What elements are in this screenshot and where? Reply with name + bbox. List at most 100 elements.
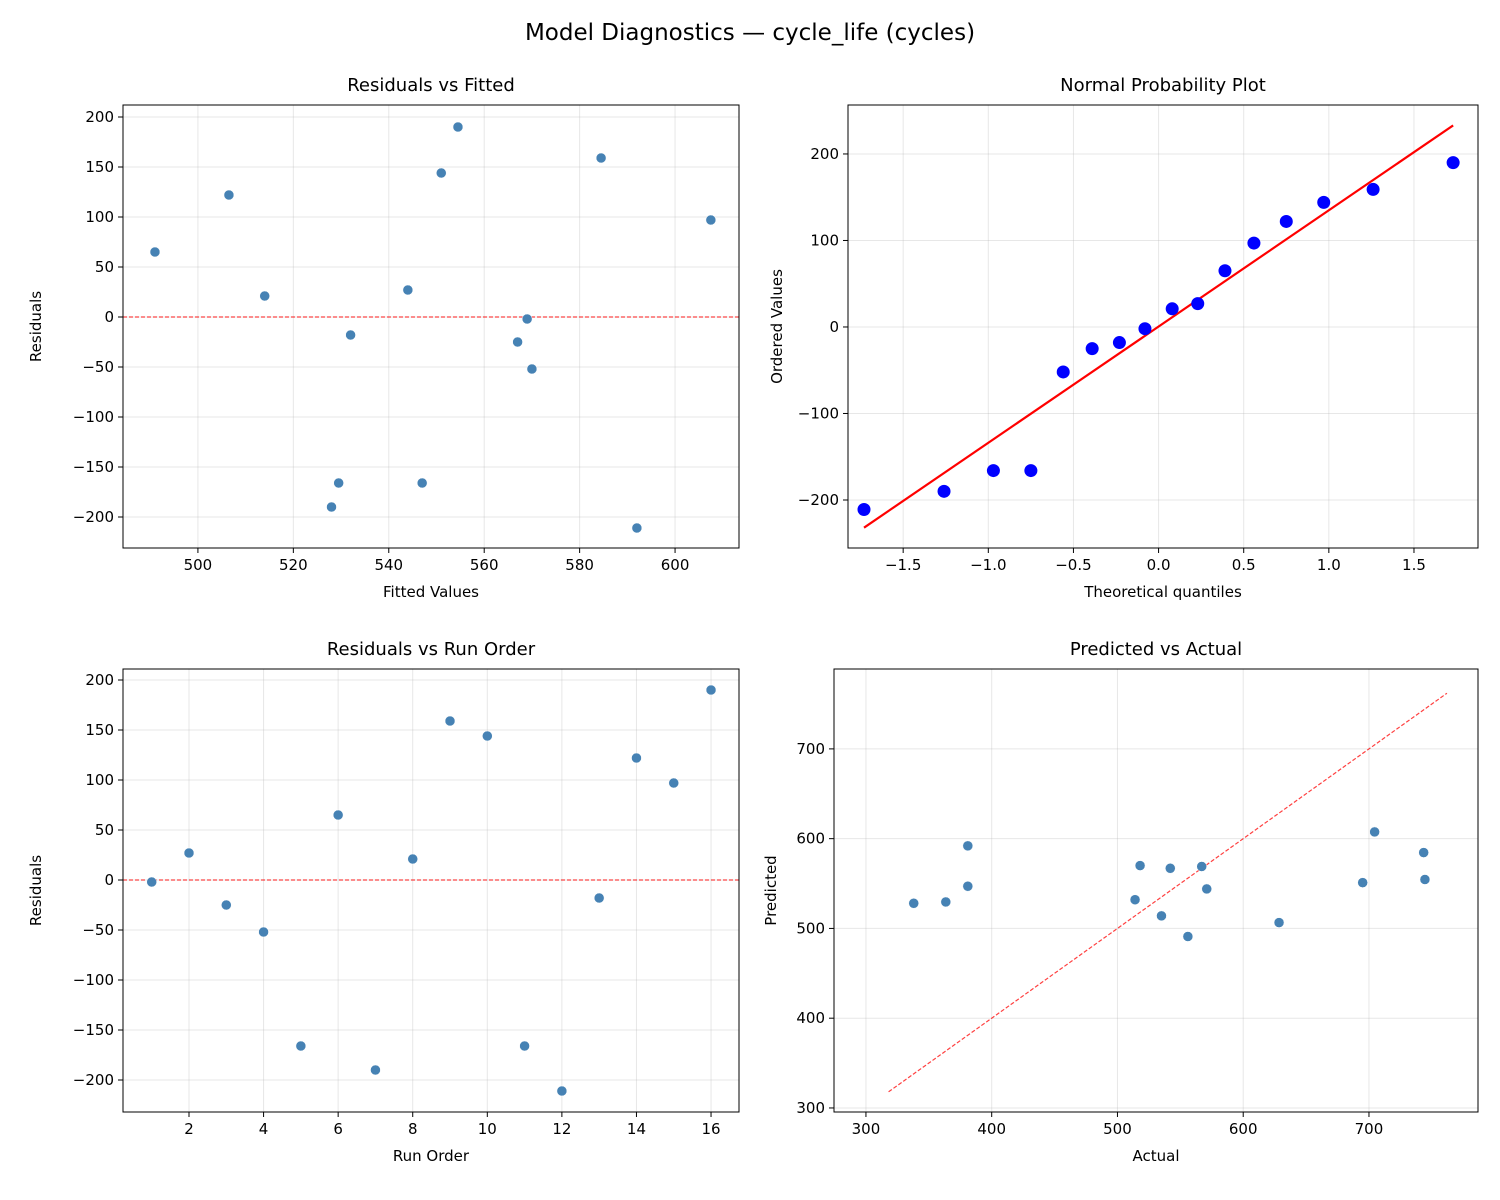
data-point [593,892,605,904]
data-point [1129,894,1141,905]
y-tick-label: 0 [104,308,114,326]
y-tick-label: 200 [85,108,114,126]
y-tick-label: −50 [82,921,114,939]
data-point [556,1085,568,1097]
x-axis-label: Fitted Values [383,583,479,601]
y-tick-label: 150 [85,721,114,739]
data-point [436,167,447,179]
y-tick-label: 200 [85,671,114,689]
y-tick-label: −150 [73,1021,114,1039]
axes-frame [122,668,740,1113]
axes-frame [833,668,1479,1113]
data-point [1182,931,1194,942]
data-point [1134,860,1146,871]
data-point [1218,264,1232,278]
y-tick-label: −50 [82,358,114,376]
data-point [1165,302,1179,316]
x-axis-label: Theoretical quantiles [1083,583,1242,601]
data-point [519,1040,530,1052]
y-tick-label: 600 [796,830,825,848]
fit-line [863,124,1454,529]
x-tick-label: 6 [333,1120,343,1138]
x-tick-label: −1.0 [970,556,1006,574]
data-point [1196,861,1207,872]
subplot-title: Residuals vs Run Order [327,639,536,660]
x-tick-label: 400 [977,1120,1006,1138]
data-point [937,484,951,498]
x-tick-label: 0.5 [1232,556,1256,574]
x-tick-label: 600 [661,556,690,574]
y-tick-label: 0 [829,318,839,336]
data-point [705,684,717,696]
data-point [1317,195,1331,209]
x-tick-label: 16 [701,1120,720,1138]
x-tick-label: 0.0 [1147,556,1171,574]
data-point [444,715,456,727]
x-tick-label: 10 [478,1120,497,1138]
data-point [526,363,538,375]
x-axis-label: Actual [1133,1147,1180,1165]
x-tick-label: 2 [184,1120,194,1138]
data-point [1165,863,1176,874]
figure-title: Model Diagnostics — cycle_life (cycles) [524,20,976,46]
identity-line [888,692,1448,1093]
x-tick-label: 14 [627,1120,646,1138]
data-point [345,329,356,341]
data-point [631,752,642,764]
data-point [705,214,717,226]
x-tick-label: −0.5 [1055,556,1091,574]
data-point [402,284,414,296]
data-point [1418,847,1429,858]
y-axis-label: Ordered Values [768,269,786,384]
data-point [1112,336,1126,350]
data-point [482,730,493,742]
x-tick-label: 600 [1229,1120,1258,1138]
data-point [326,501,337,513]
y-tick-label: 200 [810,145,839,163]
x-tick-label: 1.0 [1317,556,1341,574]
data-point [1156,910,1167,922]
y-tick-label: 100 [810,231,839,249]
subplot-3: 2 4 6 8 10 12 14 16 −200 −150 −100 −50 0 50 100 150 200 R… [27,639,740,1165]
data-point [1085,342,1099,356]
x-tick-label: 500 [1103,1120,1132,1138]
data-point [258,926,269,938]
x-tick-label: 540 [374,556,403,574]
data-point [295,1040,307,1052]
y-tick-label: −150 [73,458,114,476]
x-tick-label: 580 [565,556,594,574]
data-point [940,896,952,908]
y-tick-label: 150 [85,158,114,176]
data-point [416,477,428,489]
y-tick-label: −200 [798,491,839,509]
y-tick-label: −100 [73,971,114,989]
x-tick-label: 560 [470,556,499,574]
subplot-2: −1.5 −1.0 −0.5 0.0 0.5 1.0 1.5 −200 −100 0 100 200 N… [768,75,1479,601]
y-tick-label: −200 [73,508,114,526]
x-tick-label: 500 [184,556,213,574]
data-point [1273,917,1285,928]
data-point [146,876,157,888]
data-point [631,522,643,534]
y-axis-label: Residuals [27,855,45,926]
data-point [1024,464,1038,478]
data-point [1191,297,1205,311]
data-point [1366,182,1380,196]
x-axis-label: Run Order [393,1147,470,1165]
data-point [221,899,232,911]
y-tick-label: 700 [796,740,825,758]
data-point [986,464,1000,478]
x-tick-label: 520 [279,556,308,574]
data-point [1279,214,1293,228]
x-tick-label: 12 [552,1120,571,1138]
x-tick-label: −1.5 [885,556,921,574]
data-point [1056,365,1070,379]
data-point [857,503,871,517]
data-point [1247,236,1261,250]
subplot-title: Residuals vs Fitted [347,75,515,96]
data-point [149,246,161,258]
subplot-title: Normal Probability Plot [1060,75,1266,96]
data-point [223,189,235,201]
y-tick-label: 400 [796,1009,825,1027]
